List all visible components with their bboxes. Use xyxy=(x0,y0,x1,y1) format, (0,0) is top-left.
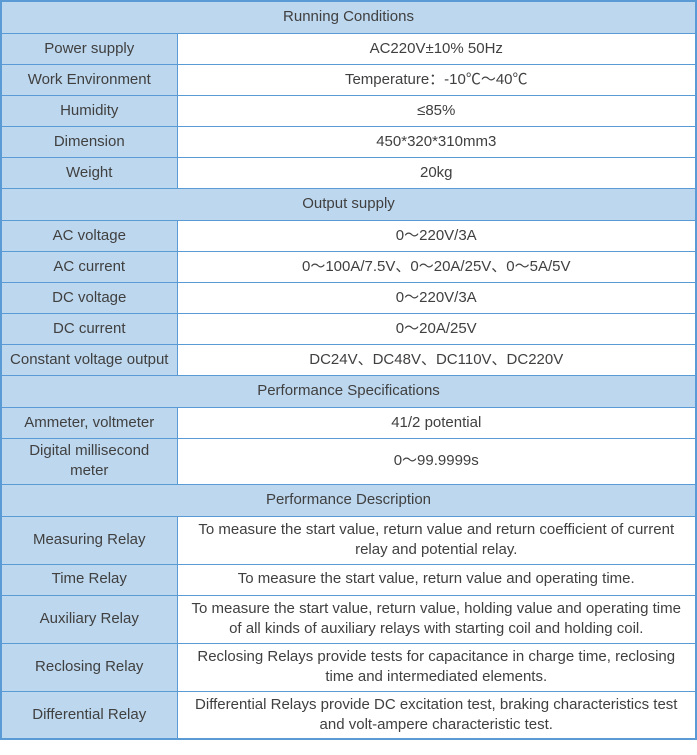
table-row: Reclosing Relay Reclosing Relays provide… xyxy=(0,642,697,692)
table-row: Auxiliary Relay To measure the start val… xyxy=(0,594,697,644)
table-row: Digital millisecond meter 0～99.9999s xyxy=(0,438,697,485)
row-label-power-supply: Power supply xyxy=(0,33,178,65)
table-row: Constant voltage output DC24V、DC48V、DC11… xyxy=(0,344,697,376)
section-header-row: Output supply xyxy=(0,188,697,221)
row-value-ac-current: 0～100A/7.5V、0～20A/25V、0～5A/5V xyxy=(176,251,697,283)
section-header-performance-specifications: Performance Specifications xyxy=(0,375,697,408)
section-header-running-conditions: Running Conditions xyxy=(0,0,697,34)
table-row: Work Environment Temperature：-10℃～40℃ xyxy=(0,64,697,96)
table-row: AC current 0～100A/7.5V、0～20A/25V、0～5A/5V xyxy=(0,251,697,283)
row-value-constant-voltage-output: DC24V、DC48V、DC110V、DC220V xyxy=(176,344,697,376)
table-row: DC current 0～20A/25V xyxy=(0,313,697,345)
row-value-dc-voltage: 0～220V/3A xyxy=(176,282,697,314)
table-row: Measuring Relay To measure the start val… xyxy=(0,515,697,565)
row-label-work-environment: Work Environment xyxy=(0,64,178,96)
row-label-time-relay: Time Relay xyxy=(0,563,178,596)
table-row: Humidity ≤85% xyxy=(0,95,697,127)
table-row: Ammeter, voltmeter 41/2 potential xyxy=(0,407,697,439)
row-value-differential-relay: Differential Relays provide DC excitatio… xyxy=(176,690,697,740)
row-value-ac-voltage: 0～220V/3A xyxy=(176,220,697,252)
row-label-humidity: Humidity xyxy=(0,95,178,127)
row-value-reclosing-relay: Reclosing Relays provide tests for capac… xyxy=(176,642,697,692)
row-value-auxiliary-relay: To measure the start value, return value… xyxy=(176,594,697,644)
row-label-digital-millisecond-meter: Digital millisecond meter xyxy=(0,438,178,485)
row-label-constant-voltage-output: Constant voltage output xyxy=(0,344,178,376)
table-row: Dimension 450*320*310mm3 xyxy=(0,126,697,158)
section-header-row: Performance Specifications xyxy=(0,375,697,408)
row-label-auxiliary-relay: Auxiliary Relay xyxy=(0,594,178,644)
row-label-measuring-relay: Measuring Relay xyxy=(0,515,178,565)
section-header-output-supply: Output supply xyxy=(0,188,697,221)
row-value-work-environment: Temperature：-10℃～40℃ xyxy=(176,64,697,96)
row-label-differential-relay: Differential Relay xyxy=(0,690,178,740)
table-row: AC voltage 0～220V/3A xyxy=(0,220,697,252)
row-label-ac-current: AC current xyxy=(0,251,178,283)
row-label-dimension: Dimension xyxy=(0,126,178,158)
row-value-digital-millisecond-meter: 0～99.9999s xyxy=(176,438,697,485)
row-value-dc-current: 0～20A/25V xyxy=(176,313,697,345)
row-value-power-supply: AC220V±10% 50Hz xyxy=(176,33,697,65)
section-header-performance-description: Performance Description xyxy=(0,483,697,517)
table-row: Weight 20kg xyxy=(0,157,697,189)
row-label-ammeter-voltmeter: Ammeter, voltmeter xyxy=(0,407,178,439)
section-header-row: Performance Description xyxy=(0,483,697,517)
row-label-weight: Weight xyxy=(0,157,178,189)
row-label-dc-current: DC current xyxy=(0,313,178,345)
table-row: Power supply AC220V±10% 50Hz xyxy=(0,33,697,65)
table-row: DC voltage 0～220V/3A xyxy=(0,282,697,314)
row-value-dimension: 450*320*310mm3 xyxy=(176,126,697,158)
row-value-weight: 20kg xyxy=(176,157,697,189)
table-row: Differential Relay Differential Relays p… xyxy=(0,690,697,740)
row-label-reclosing-relay: Reclosing Relay xyxy=(0,642,178,692)
table-row: Time Relay To measure the start value, r… xyxy=(0,563,697,596)
row-value-ammeter-voltmeter: 41/2 potential xyxy=(176,407,697,439)
row-value-humidity: ≤85% xyxy=(176,95,697,127)
row-label-dc-voltage: DC voltage xyxy=(0,282,178,314)
row-value-time-relay: To measure the start value, return value… xyxy=(176,563,697,596)
row-label-ac-voltage: AC voltage xyxy=(0,220,178,252)
row-value-measuring-relay: To measure the start value, return value… xyxy=(176,515,697,565)
section-header-row: Running Conditions xyxy=(0,0,697,34)
